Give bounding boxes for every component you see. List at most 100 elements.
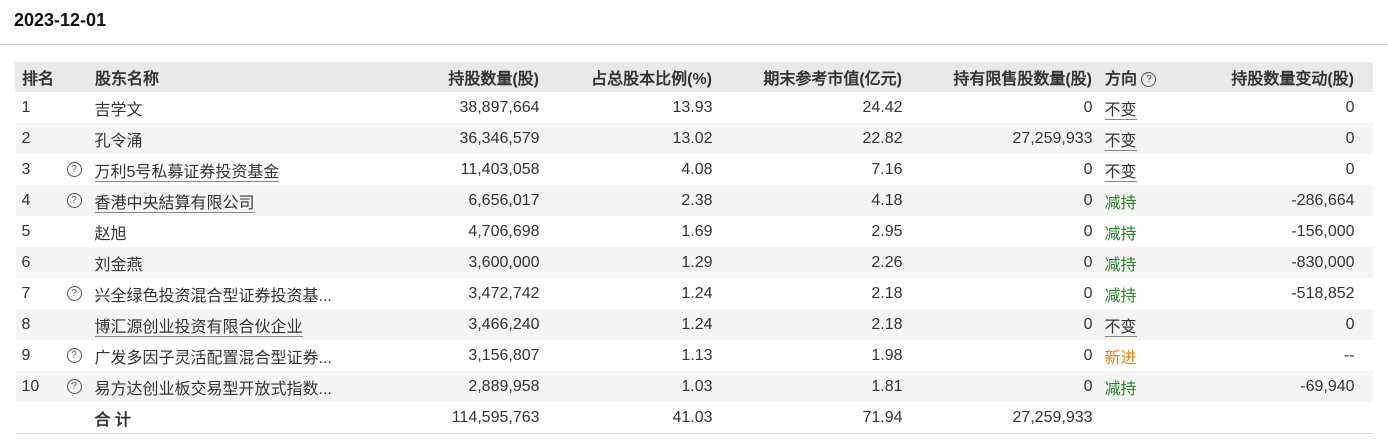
market-value: 2.26	[718, 247, 909, 278]
rank: 1	[21, 98, 31, 116]
shares: 11,403,058	[460, 160, 540, 178]
direction: 减持	[1104, 225, 1137, 243]
direction[interactable]: 不变	[1104, 132, 1137, 151]
shareholder-name[interactable]: 万利5号私募证券投资基金	[94, 163, 280, 182]
market-value: 24.42	[862, 98, 903, 116]
restricted-shares: 0	[1083, 222, 1093, 240]
shares: 4,706,698	[468, 222, 540, 240]
direction: 减持	[1104, 380, 1137, 398]
rank: 5	[21, 222, 31, 240]
shares: 3,472,742	[468, 284, 540, 302]
shareholder-name: 易方达创业板交易型开放式指数...	[94, 380, 332, 398]
restricted-shares: 0	[908, 185, 1099, 216]
rank: 9	[21, 346, 31, 364]
help-icon[interactable]: ?	[1141, 72, 1157, 88]
share-change: -156,000	[1291, 222, 1355, 240]
share-change: --	[1343, 346, 1355, 364]
restricted-shares: 0	[1083, 98, 1093, 116]
table-row: 9 ? 广发多因子灵活配置混合型证券... 3,156,807 1.13 1.9…	[16, 340, 1374, 371]
share-change: 0	[1180, 309, 1361, 340]
direction: 减持	[1104, 287, 1137, 305]
market-value: 22.82	[718, 123, 909, 154]
share-change: -518,852	[1291, 284, 1355, 302]
shareholder-name: 吉学文	[94, 101, 143, 119]
shareholder-name[interactable]: 香港中央結算有限公司	[94, 194, 255, 213]
shareholder-name: 刘金燕	[94, 256, 143, 274]
restricted-shares: 0	[908, 247, 1099, 278]
share-change: -69,940	[1180, 371, 1361, 402]
pct: 1.13	[681, 346, 713, 364]
header-shares: 持股数量(股)	[375, 62, 546, 92]
direction: 新进	[1104, 349, 1137, 367]
rank: 8	[15, 309, 61, 340]
rank: 3	[21, 160, 31, 178]
share-change: 0	[1180, 123, 1361, 154]
restricted-shares: 27,259,933	[908, 123, 1099, 154]
direction: 减持	[1104, 194, 1137, 212]
table-row: 4 ? 香港中央結算有限公司 6,656,017 2.38 4.18 0 减持 …	[15, 185, 1374, 216]
shares: 2,889,958	[375, 371, 546, 402]
report-date: 2023-12-01	[14, 10, 107, 30]
help-icon[interactable]: ?	[66, 378, 82, 394]
shares: 3,600,000	[375, 247, 546, 278]
table-row: 7 ? 兴全绿色投资混合型证券投资基... 3,472,742 1.24 2.1…	[16, 278, 1374, 309]
restricted-shares: 0	[1083, 346, 1093, 364]
shares: 3,156,807	[468, 346, 540, 364]
direction[interactable]: 不变	[1104, 318, 1137, 337]
help-icon[interactable]: ?	[66, 347, 82, 363]
help-icon[interactable]: ?	[66, 285, 82, 301]
table-row: 10 ? 易方达创业板交易型开放式指数... 2,889,958 1.03 1.…	[15, 371, 1374, 402]
header-direction-label: 方向	[1105, 71, 1138, 88]
rank: 4	[15, 185, 61, 216]
table-row: 3 ? 万利5号私募证券投资基金 11,403,058 4.08 7.16 0 …	[16, 154, 1374, 185]
restricted-shares: 0	[908, 309, 1099, 340]
restricted-shares: 0	[1083, 160, 1093, 178]
pct: 1.29	[545, 247, 719, 278]
shares: 3,466,240	[375, 309, 546, 340]
table-row: 2 孔令涌 36,346,579 13.02 22.82 27,259,933 …	[15, 123, 1374, 154]
table-row: 6 刘金燕 3,600,000 1.29 2.26 0 减持 -830,000	[15, 247, 1374, 278]
header-value: 期末参考市值(亿元)	[718, 62, 909, 92]
shareholder-name: 广发多因子灵活配置混合型证券...	[94, 349, 332, 367]
share-change: 0	[1345, 160, 1355, 178]
header-name: 股东名称	[88, 62, 376, 92]
pct: 1.24	[681, 284, 713, 302]
table-row: 8 博汇源创业投资有限合伙企业 3,466,240 1.24 2.18 0 不变…	[15, 309, 1374, 340]
header-direction: 方向 ?	[1098, 62, 1181, 92]
pct: 1.03	[545, 371, 719, 402]
restricted-shares: 0	[1083, 284, 1093, 302]
shareholder-name: 兴全绿色投资混合型证券投资基...	[94, 287, 332, 305]
header-pct: 占总股本比例(%)	[545, 62, 719, 92]
market-value: 4.18	[718, 185, 909, 216]
rank: 10	[15, 371, 61, 402]
share-change: -830,000	[1180, 247, 1361, 278]
share-change: 0	[1345, 98, 1355, 116]
market-value: 7.16	[871, 160, 903, 178]
market-value: 2.95	[871, 222, 903, 240]
pct: 13.93	[672, 98, 713, 116]
pct: 4.08	[681, 160, 713, 178]
shares: 38,897,664	[459, 98, 540, 116]
help-icon[interactable]: ?	[66, 161, 82, 177]
share-change: -286,664	[1180, 185, 1361, 216]
total-restricted: 27,259,933	[908, 402, 1099, 434]
shares: 36,346,579	[375, 123, 546, 154]
direction[interactable]: 不变	[1104, 163, 1137, 182]
shareholder-name[interactable]: 博汇源创业投资有限合伙企业	[94, 318, 303, 337]
table-row: 1 吉学文 38,897,664 13.93 24.42 0 不变 0	[16, 92, 1374, 123]
table-row: 5 赵旭 4,706,698 1.69 2.95 0 减持 -156,000	[16, 216, 1374, 247]
pct: 1.24	[545, 309, 719, 340]
shareholder-name: 孔令涌	[94, 132, 143, 150]
pct: 1.69	[681, 222, 713, 240]
direction[interactable]: 不变	[1104, 101, 1137, 120]
market-value: 2.18	[718, 309, 909, 340]
shares: 6,656,017	[375, 185, 546, 216]
total-label: 合 计	[88, 402, 376, 434]
divider	[0, 44, 1388, 45]
header-change: 持股数量变动(股)	[1180, 62, 1361, 92]
header-restricted: 持有限售股数量(股)	[908, 62, 1099, 92]
help-icon[interactable]: ?	[66, 192, 82, 208]
rank: 2	[15, 123, 61, 154]
total-value: 71.94	[718, 402, 909, 434]
market-value: 1.81	[718, 371, 909, 402]
